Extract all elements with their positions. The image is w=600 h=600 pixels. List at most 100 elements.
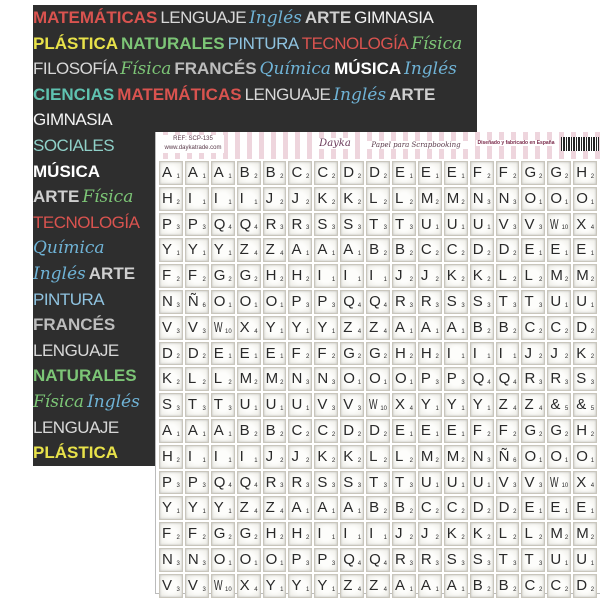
tile-points: 1 — [409, 173, 413, 180]
tile-points: 2 — [564, 431, 569, 438]
subject-word: Inglés — [333, 84, 387, 105]
tile-points: 1 — [306, 328, 310, 335]
tile-points: 3 — [357, 405, 362, 412]
tile-points: 2 — [564, 354, 569, 361]
tile-letter: O — [343, 370, 355, 388]
tile-letter: H — [395, 344, 406, 362]
subject-word: GIMNASIA — [354, 8, 434, 27]
tile-points: 1 — [254, 199, 258, 206]
tile-points: 3 — [331, 483, 336, 490]
tile-letter: D — [576, 318, 588, 336]
tile-points: 2 — [228, 534, 232, 541]
tile-letter: F — [162, 525, 172, 543]
tile-letter: F — [187, 525, 198, 543]
subject-word: Inglés — [404, 59, 457, 80]
tile-points: 4 — [383, 328, 388, 335]
subject-word: FILOSOFÍA — [33, 59, 118, 79]
subject-word: Física — [411, 33, 463, 54]
tile-letter: Y — [213, 241, 224, 259]
tile-points: 3 — [202, 483, 206, 490]
tile-points: 1 — [280, 560, 284, 567]
tile-letter: B — [498, 576, 509, 594]
tile-letter: Q — [369, 292, 381, 310]
tile-letter: K — [472, 267, 483, 285]
tile-letter: M — [446, 447, 460, 465]
subject-word: PINTURA — [227, 33, 300, 53]
tile-letter: G — [524, 164, 537, 181]
tile-letter: O — [239, 292, 252, 310]
tile-letter: T — [213, 396, 223, 414]
tile-letter: & — [550, 396, 561, 414]
tile-letter: J — [395, 525, 403, 543]
tagline: Papel para Scrapbooking — [361, 141, 471, 149]
tile-points: 2 — [280, 534, 284, 541]
tile-points: 1 — [487, 225, 491, 232]
tile-letter: A — [317, 499, 328, 517]
tile-letter: U — [239, 396, 251, 414]
tile-letter: V — [524, 473, 535, 491]
tile-points: 10 — [224, 328, 232, 335]
tile-letter: A — [291, 499, 302, 517]
tile-letter: L — [524, 525, 533, 543]
tile-points: 2 — [306, 431, 310, 438]
tile-points: 2 — [513, 251, 517, 258]
tile-letter: P — [187, 473, 198, 491]
tile-points: 1 — [435, 405, 439, 412]
tile-points: 2 — [254, 534, 258, 541]
tile-points: 1 — [306, 509, 310, 516]
tile-letter: R — [291, 473, 303, 491]
tile-points: 2 — [513, 173, 517, 180]
tile-letter: D — [162, 344, 173, 362]
tile-letter: D — [369, 421, 380, 439]
tile-letter: F — [498, 164, 508, 181]
tile-letter: F — [472, 164, 482, 181]
tile-letter: S — [472, 550, 483, 568]
tile-letter: C — [524, 318, 536, 336]
tile-points: 3 — [331, 560, 336, 567]
tile-letter: L — [498, 267, 507, 285]
tile-letter: O — [524, 447, 537, 465]
letter-tile: W 10 — [210, 573, 235, 598]
tile-letter: B — [395, 499, 406, 517]
tile-letter: G — [550, 164, 563, 181]
tile-letter: K — [343, 189, 354, 207]
tile-letter: E — [446, 421, 457, 439]
subject-word: PINTURA — [33, 289, 105, 309]
tile-points: 1 — [176, 173, 180, 180]
subject-word: Física — [33, 392, 85, 412]
tile-points: 1 — [202, 251, 206, 258]
word-line: Física Inglés — [33, 389, 143, 415]
tile-points: 3 — [539, 302, 543, 309]
tile-points: 1 — [280, 405, 284, 412]
tile-points: 3 — [202, 225, 206, 232]
